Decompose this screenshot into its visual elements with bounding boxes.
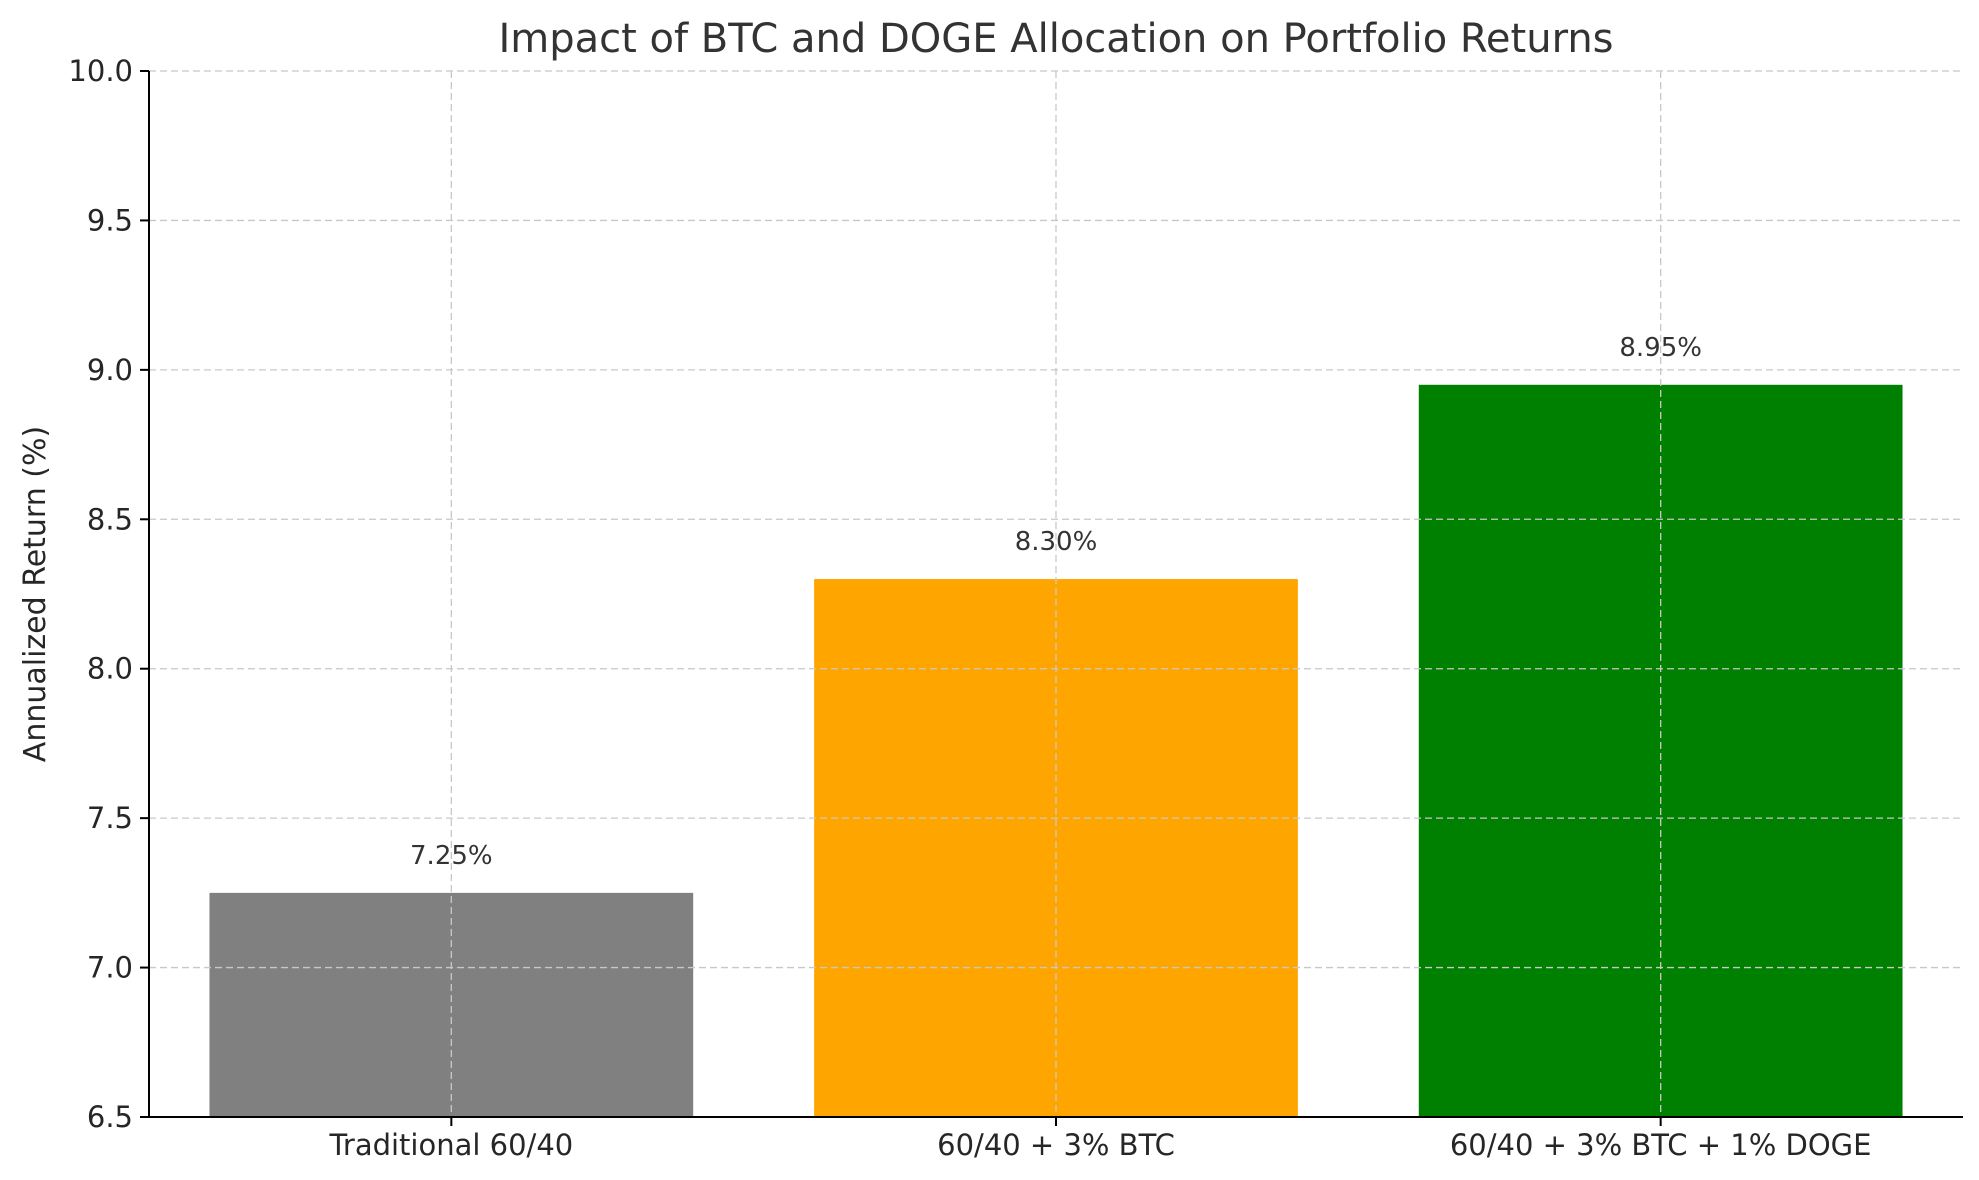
grid-lines <box>149 70 1963 1118</box>
y-tick-label: 7.0 <box>87 951 133 985</box>
y-ticks: 6.5 7.0 7.5 8.0 8.5 9.0 9.5 10.0 <box>68 54 149 1134</box>
x-ticks: Traditional 60/40 60/40 + 3% BTC 60/40 + 3… <box>328 1117 1871 1162</box>
y-tick-label: 9.0 <box>87 353 133 387</box>
chart-title: Impact of BTC and DOGE Allocation on Por… <box>498 16 1613 62</box>
x-tick-label: Traditional 60/40 <box>328 1128 573 1162</box>
y-tick-label: 10.0 <box>68 54 133 88</box>
y-tick-label: 6.5 <box>87 1100 133 1134</box>
x-tick-label: 60/40 + 3% BTC <box>937 1128 1175 1162</box>
y-tick-label: 9.5 <box>87 203 133 237</box>
y-tick-label: 8.0 <box>87 652 133 686</box>
x-tick-label: 60/40 + 3% BTC + 1% DOGE <box>1450 1128 1872 1162</box>
data-label: 8.95% <box>1619 333 1702 363</box>
y-tick-label: 8.5 <box>87 502 133 536</box>
data-label: 7.25% <box>410 841 493 871</box>
y-axis-label: Annualized Return (%) <box>18 426 53 762</box>
data-label: 8.30% <box>1015 527 1098 557</box>
data-labels: 7.25% 8.30% 8.95% <box>410 333 1702 871</box>
y-tick-label: 7.5 <box>87 801 133 835</box>
